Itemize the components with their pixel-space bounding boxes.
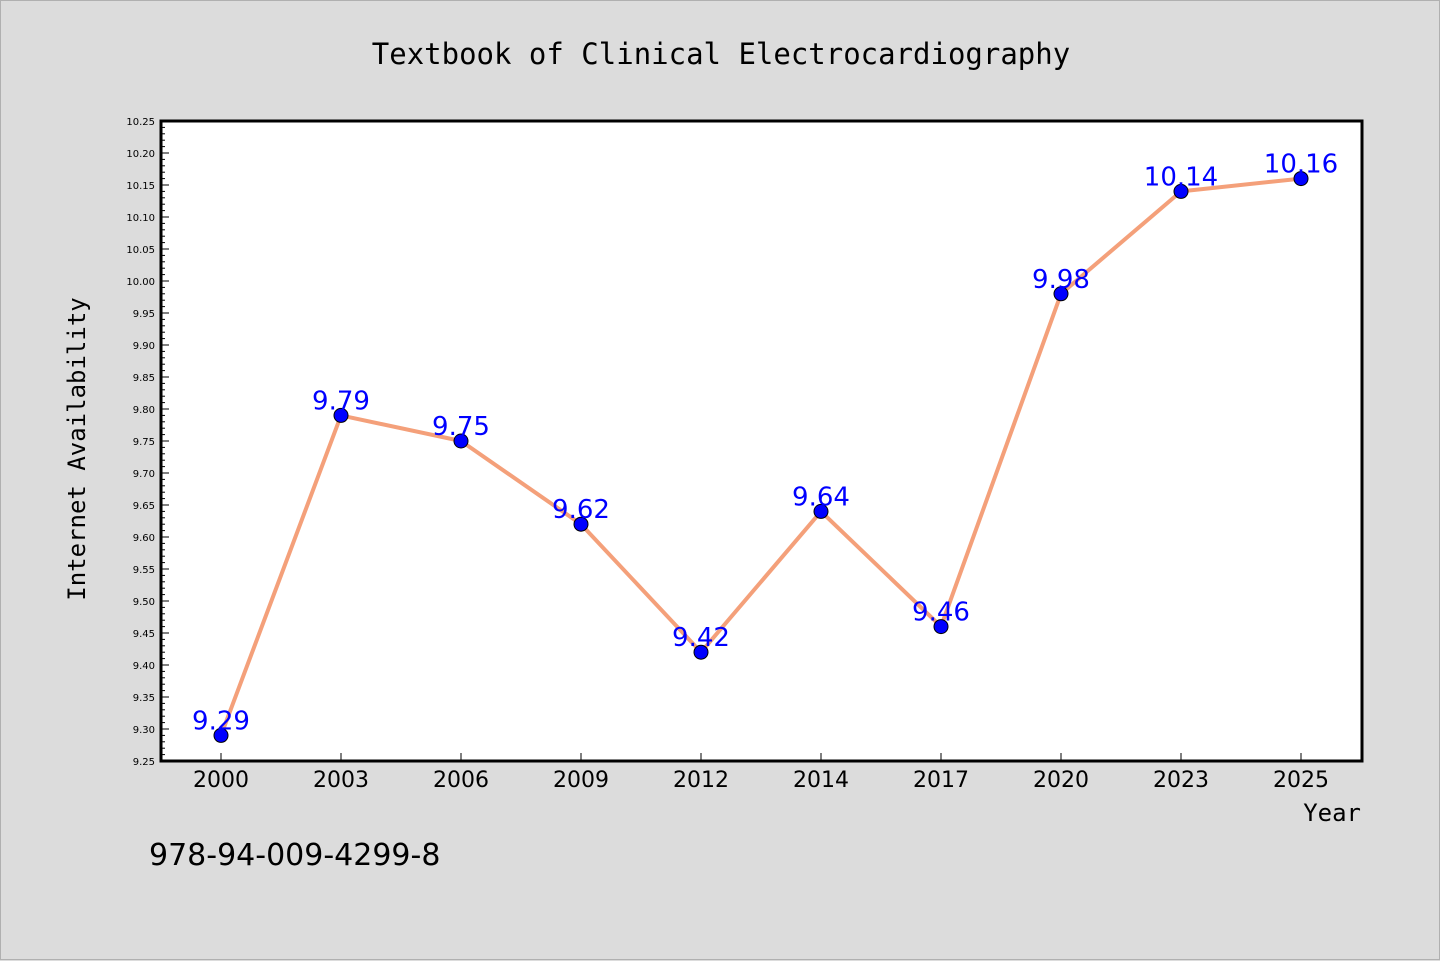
x-axis-label: Year — [1303, 799, 1361, 827]
data-label: 9.29 — [192, 706, 250, 736]
y-tick-label: 9.90 — [133, 341, 155, 352]
x-tick-label: 2006 — [433, 768, 489, 793]
data-point — [1173, 183, 1189, 199]
y-tick-label: 10.20 — [126, 149, 155, 160]
x-tick-label: 2017 — [913, 768, 969, 793]
y-tick-label: 10.10 — [126, 213, 155, 224]
y-tick-label: 9.65 — [133, 501, 155, 512]
x-tick-label: 2020 — [1033, 768, 1089, 793]
data-point — [1053, 286, 1069, 302]
data-point — [933, 619, 949, 635]
data-point — [333, 407, 349, 423]
y-tick-label: 9.45 — [133, 629, 155, 640]
x-tick-label: 2025 — [1273, 768, 1329, 793]
y-tick-label: 9.75 — [133, 437, 155, 448]
chart-title: Textbook of Clinical Electrocardiography — [372, 37, 1070, 71]
data-labels: 9.29 9.79 9.75 9.62 9.42 9.64 9.46 9.98 10.14 10.… — [192, 150, 1338, 737]
x-tick-label: 2014 — [793, 768, 849, 793]
y-tick-label: 9.60 — [133, 533, 155, 544]
series-markers — [213, 171, 1309, 743]
data-point — [573, 516, 589, 532]
x-tick-label: 2000 — [193, 768, 249, 793]
data-point — [1293, 171, 1309, 187]
data-label: 9.64 — [792, 482, 850, 512]
x-tick-label: 2009 — [553, 768, 609, 793]
data-point — [213, 727, 229, 743]
data-point — [453, 433, 469, 449]
isbn-annotation: 978-94-009-4299-8 — [149, 838, 440, 873]
x-tick-label: 2012 — [673, 768, 729, 793]
y-tick-label: 10.00 — [126, 277, 155, 288]
data-label: 9.98 — [1032, 265, 1090, 295]
x-tick-label: 2023 — [1153, 768, 1209, 793]
y-axis-label: Internet Availability — [63, 297, 91, 600]
data-label: 10.16 — [1264, 150, 1338, 180]
y-tick-label: 9.80 — [133, 405, 155, 416]
y-tick-label: 9.55 — [133, 565, 155, 576]
y-tick-label: 9.85 — [133, 373, 155, 384]
y-axis: 9.25 9.30 9.35 9.40 9.45 9.50 9.55 9.60 9.65 9.70… — [126, 117, 169, 768]
plot-border — [159, 119, 1364, 763]
x-axis: 2000 2003 2006 2009 2012 2014 2017 2020 2023 2025 — [193, 753, 1329, 793]
data-label: 9.79 — [312, 386, 370, 416]
plot-area — [161, 121, 1362, 761]
data-point — [693, 644, 709, 660]
y-tick-label: 10.05 — [126, 245, 155, 256]
y-tick-label: 9.70 — [133, 469, 155, 480]
y-tick-label: 9.35 — [133, 693, 155, 704]
y-tick-label: 9.95 — [133, 309, 155, 320]
data-label: 9.46 — [912, 598, 970, 628]
data-label: 9.62 — [552, 495, 610, 525]
data-label: 10.14 — [1144, 162, 1218, 192]
series-line — [219, 176, 1303, 738]
y-tick-label: 9.50 — [133, 597, 155, 608]
y-tick-label: 10.15 — [126, 181, 155, 192]
data-label: 9.75 — [432, 412, 490, 442]
x-tick-label: 2003 — [313, 768, 369, 793]
y-tick-label: 9.25 — [133, 757, 155, 768]
y-tick-label: 10.25 — [126, 117, 155, 128]
data-label: 9.42 — [672, 623, 730, 653]
y-tick-label: 9.40 — [133, 661, 155, 672]
data-point — [813, 503, 829, 519]
y-tick-label: 9.30 — [133, 725, 155, 736]
